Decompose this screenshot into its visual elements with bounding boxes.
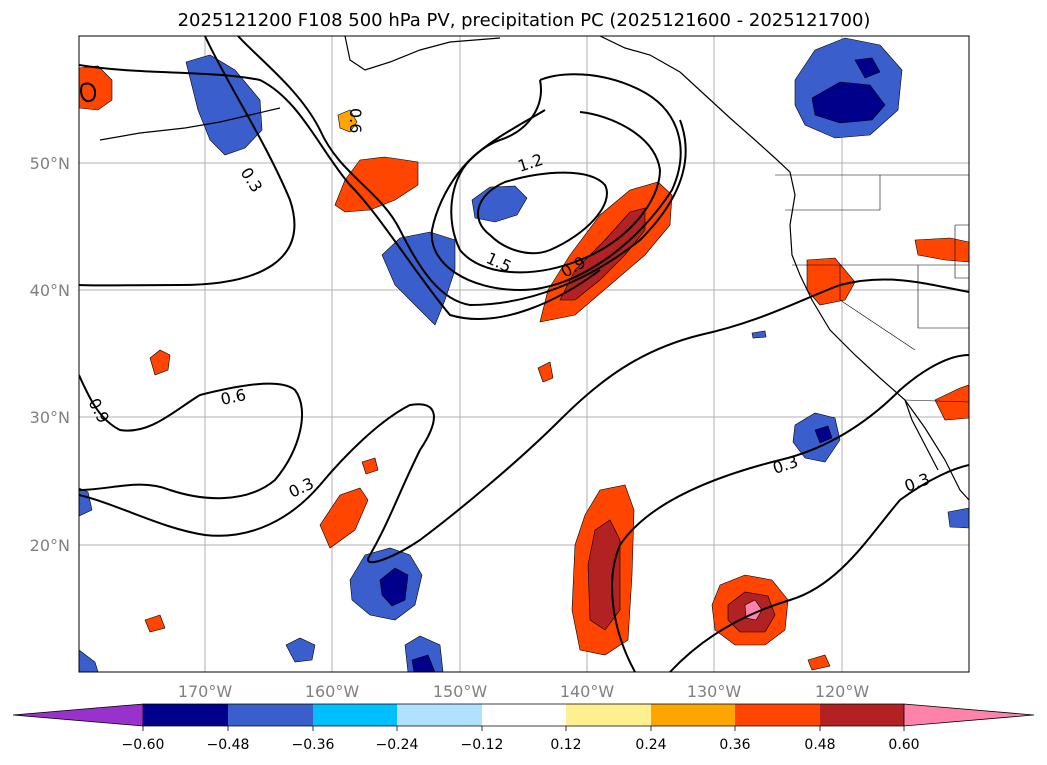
coastline bbox=[599, 36, 969, 501]
colorbar-tick-label: 0.12 bbox=[550, 737, 581, 753]
pv-contours bbox=[79, 36, 969, 672]
state-border bbox=[839, 265, 916, 351]
precip-negative-region bbox=[792, 412, 841, 463]
colorbar-tick-label: −0.36 bbox=[292, 737, 335, 753]
colorbar-swatch bbox=[651, 704, 735, 726]
map-frame bbox=[78, 35, 970, 673]
precip-positive-region bbox=[334, 156, 419, 213]
colorbar-ticks bbox=[142, 726, 905, 731]
precip-positive-region bbox=[149, 349, 171, 376]
precip-positive-region bbox=[361, 457, 379, 475]
colorbar-swatch bbox=[820, 704, 904, 726]
lon-label: 160°W bbox=[305, 682, 360, 701]
precip-negative-region bbox=[854, 57, 881, 79]
precip-negative-region bbox=[285, 637, 316, 663]
precip-negative-region bbox=[947, 507, 969, 529]
precip-positive-region bbox=[807, 654, 831, 671]
precip-negative-region bbox=[814, 425, 833, 444]
colorbar-swatch bbox=[735, 704, 820, 726]
precip-negative-region bbox=[79, 649, 99, 672]
borders bbox=[775, 174, 969, 403]
precip-positive-region bbox=[337, 109, 358, 133]
pv-contour-1.2 bbox=[430, 73, 682, 292]
colorbar-tick-label: −0.48 bbox=[207, 737, 250, 753]
precip-positive-region bbox=[79, 65, 113, 111]
precip-positive-region bbox=[914, 237, 969, 263]
pv-contour-0.6 bbox=[79, 64, 601, 320]
lat-label: 30°N bbox=[30, 408, 70, 427]
lat-label: 20°N bbox=[30, 536, 70, 555]
pv-contour-0.3-south bbox=[79, 278, 969, 564]
pv-contour-0.9 bbox=[237, 36, 687, 307]
colorbar: −0.60 −0.48 −0.36 −0.24 −0.12 0.12 0.24 … bbox=[12, 703, 1035, 753]
negative-anomalies bbox=[79, 37, 969, 672]
colorbar-swatch bbox=[143, 704, 228, 726]
pv-contour-loop bbox=[80, 82, 96, 103]
contour-label: 0.6 bbox=[346, 108, 365, 133]
lon-label: 120°W bbox=[815, 682, 870, 701]
colorbar-extend-max bbox=[903, 703, 1035, 727]
lat-label: 50°N bbox=[30, 154, 70, 173]
contour-label: 0.6 bbox=[219, 385, 248, 409]
coastline bbox=[344, 36, 501, 71]
pv-contour-0.6-south bbox=[79, 374, 303, 500]
map-content: 0.3 0.6 0.9 1.2 1.5 0.3 0.6 0.9 0.3 0.3 bbox=[79, 36, 969, 672]
lon-label: 130°W bbox=[687, 682, 742, 701]
lon-label: 150°W bbox=[433, 682, 488, 701]
pv-contour-0.3-east bbox=[611, 354, 969, 672]
colorbar-swatch bbox=[313, 704, 397, 726]
lon-label: 170°W bbox=[178, 682, 233, 701]
pv-contour-0.3-east bbox=[669, 464, 969, 672]
coastlines bbox=[99, 36, 969, 501]
lat-label: 40°N bbox=[30, 281, 70, 300]
colorbar-tick-label: 0.60 bbox=[888, 737, 919, 753]
colorbar-tick-label: −0.24 bbox=[376, 737, 419, 753]
precip-negative-region bbox=[411, 654, 436, 672]
precip-positive-region bbox=[144, 614, 166, 633]
coastline bbox=[99, 107, 281, 141]
precip-positive-region bbox=[319, 487, 369, 549]
colorbar-extend-min bbox=[12, 703, 144, 727]
state-border bbox=[785, 175, 881, 211]
colorbar-swatch bbox=[482, 704, 566, 726]
state-border bbox=[904, 399, 969, 403]
figure-title: 2025121200 F108 500 hPa PV, precipitatio… bbox=[178, 10, 871, 31]
colorbar-swatch bbox=[228, 704, 313, 726]
pv-contour-1.2 bbox=[450, 109, 662, 274]
colorbar-swatch bbox=[397, 704, 482, 726]
lon-label: 140°W bbox=[560, 682, 615, 701]
colorbar-tick-label: 0.24 bbox=[635, 737, 666, 753]
colorbar-tick-label: −0.12 bbox=[461, 737, 504, 753]
colorbar-tick-label: −0.60 bbox=[122, 737, 165, 753]
pv-contour-1.5 bbox=[477, 171, 608, 255]
contour-labels: 0.3 0.6 0.9 1.2 1.5 0.3 0.6 0.9 0.3 0.3 bbox=[84, 108, 932, 502]
latitude-axis: 50°N 40°N 30°N 20°N bbox=[30, 154, 70, 555]
coastline bbox=[904, 399, 939, 471]
colorbar-swatch bbox=[566, 704, 651, 726]
state-border bbox=[917, 265, 969, 329]
precip-negative-region bbox=[811, 81, 886, 124]
colorbar-tick-label: 0.48 bbox=[804, 737, 835, 753]
precip-negative-region bbox=[379, 567, 409, 607]
precip-negative-region bbox=[751, 330, 767, 339]
state-border bbox=[954, 224, 969, 279]
colorbar-tick-label: 0.36 bbox=[719, 737, 750, 753]
longitude-axis: 170°W 160°W 150°W 140°W 130°W 120°W bbox=[178, 682, 870, 701]
precip-positive-region bbox=[934, 384, 969, 421]
precip-positive-region bbox=[537, 361, 554, 383]
pv-contour-0.3 bbox=[79, 36, 296, 287]
graticule bbox=[79, 36, 969, 672]
